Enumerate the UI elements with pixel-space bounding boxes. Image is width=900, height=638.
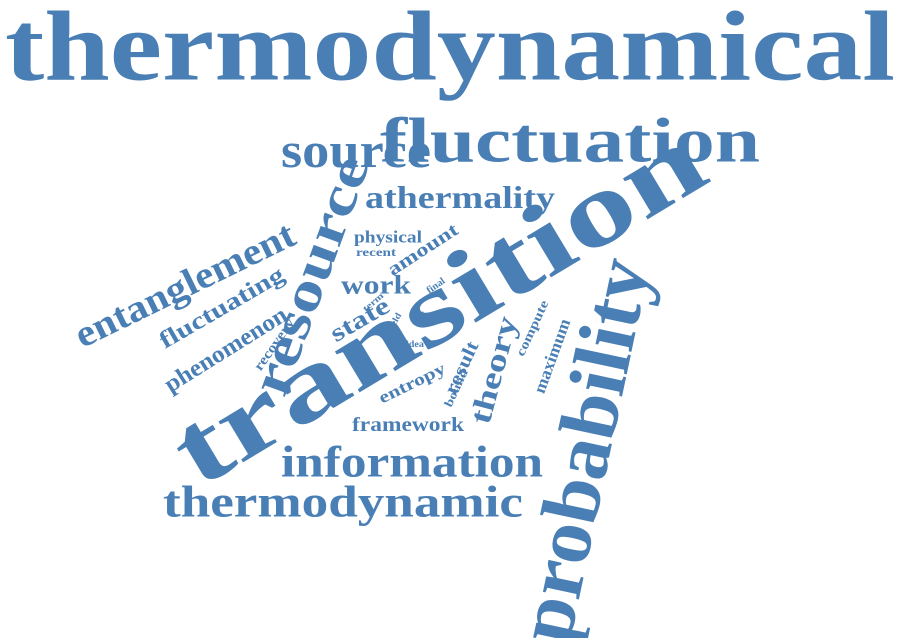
word-thermodynamic: thermodynamic <box>163 478 523 527</box>
word-tool: tool <box>421 309 440 319</box>
word-fluctuation: fluctuation <box>380 105 760 176</box>
words-layer: thermodynamicalfluctuationsourceathermal… <box>5 0 895 638</box>
word-framework: framework <box>352 414 465 436</box>
word-athermality: athermality <box>365 179 555 215</box>
word-recent: recent <box>356 245 396 259</box>
word-physical: physical <box>354 228 422 247</box>
word-information: information <box>281 438 543 487</box>
word-idea: idea <box>406 339 425 349</box>
word-source: source <box>281 122 431 178</box>
word-thermodynamical: thermodynamical <box>5 0 895 102</box>
word-work: work <box>341 271 412 300</box>
